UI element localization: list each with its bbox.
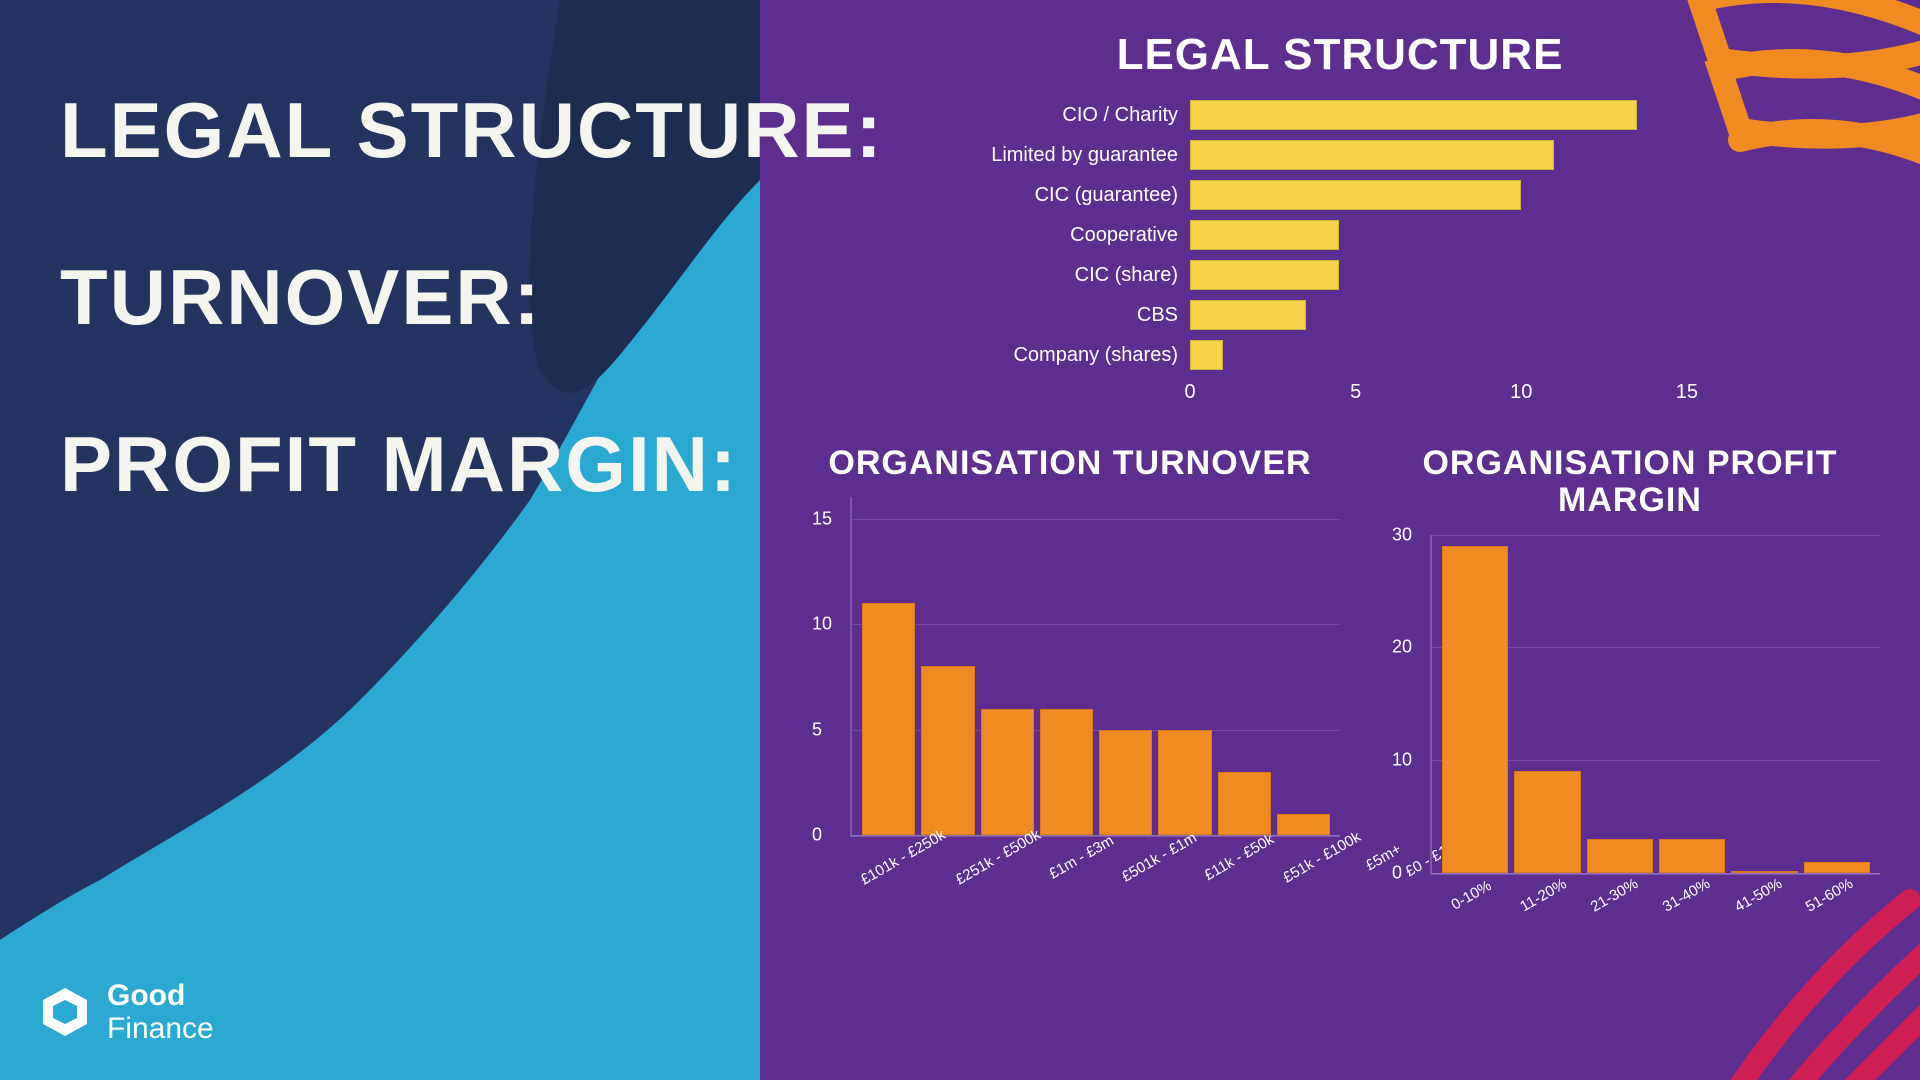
logo-line2: Finance [107, 1012, 214, 1045]
turnover-chart: ORGANISATION TURNOVER 051015 £101k - £25… [800, 445, 1340, 900]
bar [1099, 730, 1152, 836]
legal-bar-label: CIC (share) [960, 264, 1190, 287]
legal-bar-label: CIO / Charity [960, 104, 1190, 127]
legal-x-tick: 0 [1184, 381, 1195, 404]
legal-chart: CIO / Charity Limited by guarantee CIC (gu… [960, 95, 1720, 405]
legal-bar-label: Limited by guarantee [960, 144, 1190, 167]
legal-bar-label: Cooperative [960, 224, 1190, 247]
charts-panel: LEGAL STRUCTURE CIO / Charity Limited by … [760, 0, 1920, 1080]
turnover-chart-title: ORGANISATION TURNOVER [800, 445, 1340, 482]
y-tick: 30 [1392, 524, 1412, 545]
profit-chart: ORGANISATION PROFIT MARGIN 0102030 0-10%… [1380, 445, 1880, 900]
bar [921, 666, 974, 835]
bar [1659, 839, 1725, 873]
legal-bar [1190, 300, 1306, 330]
legal-bar-row: Cooperative [960, 215, 1720, 255]
logo-line1: Good [107, 979, 214, 1012]
x-label: 21-30% [1579, 870, 1650, 921]
x-label: 11-20% [1508, 870, 1579, 921]
bar [1218, 772, 1271, 835]
legal-x-tick: 5 [1350, 381, 1361, 404]
y-tick: 10 [812, 614, 832, 635]
legal-bar [1190, 340, 1223, 370]
bar [981, 709, 1034, 836]
bar [1158, 730, 1211, 836]
x-label: 31-40% [1651, 870, 1722, 921]
bar [1731, 871, 1797, 873]
legal-chart-title: LEGAL STRUCTURE [800, 30, 1880, 80]
legal-bar-label: CIC (guarantee) [960, 184, 1190, 207]
legal-bar-row: CIO / Charity [960, 95, 1720, 135]
legal-bar-row: CIC (guarantee) [960, 175, 1720, 215]
y-tick: 10 [1392, 750, 1412, 771]
logo-icon [35, 982, 95, 1042]
logo-text: Good Finance [107, 979, 214, 1045]
legal-bar [1190, 260, 1339, 290]
x-label: £1m - £3m [1046, 832, 1117, 883]
legal-bar-row: CBS [960, 295, 1720, 335]
legal-bar-label: CBS [960, 304, 1190, 327]
x-label: £11k - £50k [1202, 831, 1277, 884]
profit-chart-title: ORGANISATION PROFIT MARGIN [1380, 445, 1880, 520]
y-tick: 5 [812, 719, 822, 740]
legal-x-tick: 15 [1676, 381, 1698, 404]
legal-bar-row: Limited by guarantee [960, 135, 1720, 175]
bar [1442, 546, 1508, 873]
x-label: 0-10% [1436, 870, 1507, 921]
bar [1040, 709, 1093, 836]
y-tick: 0 [812, 825, 822, 846]
x-label: 51-60% [1795, 870, 1866, 921]
legal-bar-row: Company (shares) [960, 335, 1720, 375]
legal-bar-label: Company (shares) [960, 344, 1190, 367]
x-label: £501k - £1m [1119, 830, 1200, 886]
legal-bar [1190, 220, 1339, 250]
x-label: 41-50% [1723, 870, 1794, 921]
legal-bar [1190, 140, 1554, 170]
bar [1587, 839, 1653, 873]
y-tick: 15 [812, 508, 832, 529]
y-tick: 20 [1392, 637, 1412, 658]
legal-bar-row: CIC (share) [960, 255, 1720, 295]
legal-bar [1190, 180, 1521, 210]
y-tick: 0 [1392, 862, 1402, 883]
legal-x-tick: 10 [1510, 381, 1532, 404]
x-label: £51k - £100k [1280, 829, 1364, 887]
bar [862, 603, 915, 835]
logo: Good Finance [35, 979, 214, 1045]
legal-bar [1190, 100, 1637, 130]
bar [1804, 862, 1870, 873]
bar [1514, 771, 1580, 872]
bar [1277, 814, 1330, 835]
